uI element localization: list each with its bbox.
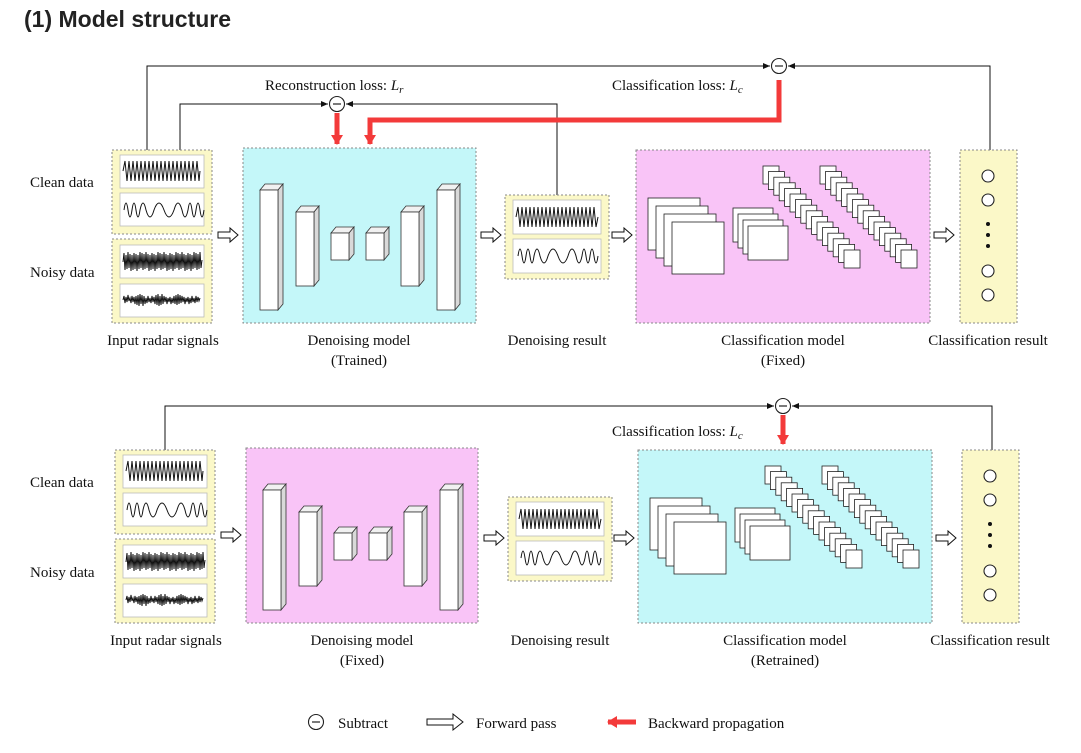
legend-subtract-icon — [307, 713, 325, 731]
bottom-forward-arrow-4 — [935, 529, 957, 547]
top-clean-to-class-loss-line — [146, 63, 770, 150]
top-subtract-node-class — [770, 57, 788, 75]
bottom-clean-data-label: Clean data — [30, 475, 94, 491]
top-clean-wave-1 — [122, 160, 201, 182]
top-input-caption: Input radar signals — [107, 333, 219, 349]
bottom-classification-layers — [649, 497, 791, 575]
top-clean-data-label: Clean data — [30, 175, 94, 191]
legend-backward-label: Backward propagation — [648, 716, 785, 732]
legend-subtract-label: Subtract — [338, 716, 389, 732]
top-classification-caption-2: (Fixed) — [761, 353, 805, 369]
top-noisy-wave-2 — [122, 293, 201, 307]
page-title: (1) Model structure — [24, 6, 232, 32]
top-recon-loss-label: Reconstruction loss: Lr — [265, 78, 404, 96]
bottom-clean-to-class-loss-line — [164, 403, 774, 450]
bottom-output-to-class-loss-line — [792, 403, 993, 450]
top-class-loss-label: Classification loss: Lc — [612, 78, 743, 96]
top-result-to-recon-loss-line — [346, 101, 558, 195]
bottom-input-caption: Input radar signals — [110, 633, 222, 649]
bottom-pipeline: Classification loss: Lc Clean data Noisy… — [30, 397, 1051, 669]
top-noisy-data-label: Noisy data — [30, 265, 95, 281]
legend: Subtract Forward pass Backward propagati… — [307, 712, 785, 732]
top-output-caption: Classification result — [928, 333, 1048, 349]
bottom-subtract-node-class — [774, 397, 792, 415]
legend-forward-icon — [426, 712, 464, 732]
bottom-forward-arrow-3 — [613, 529, 635, 547]
top-forward-arrow-4 — [933, 226, 955, 244]
top-denoising-caption-2: (Trained) — [331, 353, 387, 369]
bottom-result-caption: Denoising result — [511, 633, 611, 649]
bottom-forward-arrow-1 — [220, 526, 242, 544]
top-fc-stack-2 — [819, 165, 918, 269]
bottom-denoising-layers — [262, 482, 464, 612]
bottom-result-wave-2 — [520, 550, 602, 566]
top-noisy-wave-1 — [122, 251, 203, 272]
bottom-class-loss-label: Classification loss: Lc — [612, 424, 743, 442]
bottom-noisy-data-label: Noisy data — [30, 565, 95, 581]
top-result-wave-2 — [517, 248, 599, 264]
bottom-fc-stack-2 — [821, 465, 920, 569]
top-output-to-class-loss-line — [788, 63, 991, 150]
bottom-classification-caption-1: Classification model — [723, 633, 847, 649]
top-subtract-node-recon — [328, 95, 346, 113]
top-forward-arrow-1 — [217, 226, 239, 244]
top-result-caption: Denoising result — [508, 333, 608, 349]
bottom-noisy-wave-1 — [125, 551, 206, 572]
bottom-denoising-caption-1: Denoising model — [311, 633, 414, 649]
top-classification-layers — [647, 197, 789, 275]
top-clean-wave-2 — [123, 202, 205, 218]
bottom-denoising-caption-2: (Fixed) — [340, 653, 384, 669]
bottom-clean-wave-2 — [126, 502, 208, 518]
bottom-forward-arrow-2 — [483, 529, 505, 547]
top-pipeline: Reconstruction loss: Lr Classification l… — [30, 57, 1049, 369]
bottom-result-wave-1 — [518, 508, 602, 530]
bottom-clean-wave-1 — [125, 460, 204, 482]
bottom-classification-caption-2: (Retrained) — [751, 653, 819, 669]
bottom-fc-stack-1 — [764, 465, 863, 569]
top-clean-to-recon-loss-line — [179, 101, 328, 150]
top-backward-arrow-class — [364, 80, 782, 145]
top-fc-stack-1 — [762, 165, 861, 269]
legend-forward-label: Forward pass — [476, 716, 557, 732]
top-denoising-caption-1: Denoising model — [308, 333, 411, 349]
top-result-wave-1 — [515, 206, 599, 228]
bottom-noisy-wave-2 — [125, 593, 204, 607]
top-forward-arrow-2 — [480, 226, 502, 244]
top-classification-caption-1: Classification model — [721, 333, 845, 349]
bottom-output-caption: Classification result — [930, 633, 1050, 649]
top-forward-arrow-3 — [611, 226, 633, 244]
top-denoising-layers — [259, 182, 461, 312]
